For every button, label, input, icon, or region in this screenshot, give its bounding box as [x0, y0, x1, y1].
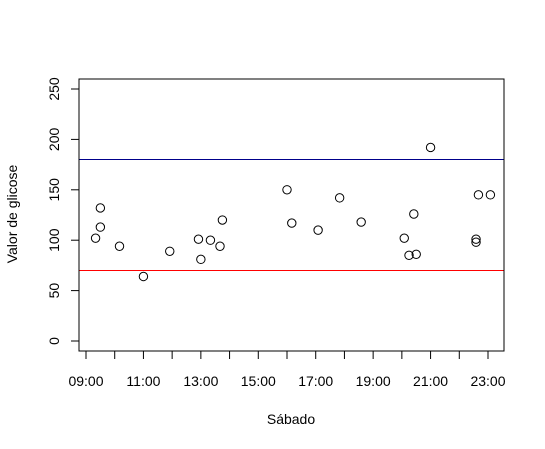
- data-points: [90, 142, 496, 282]
- data-point: [193, 234, 204, 244]
- x-axis: 09:00 11:00 13:00 15:00 17:00 19:00 21:00 23:00: [68, 350, 506, 389]
- x-tick-label: 19:00: [356, 373, 391, 389]
- reference-lines: [79, 159, 504, 271]
- data-point: [95, 203, 106, 213]
- data-point: [471, 234, 481, 244]
- data-point: [399, 233, 409, 243]
- y-tick-label: 50: [46, 283, 62, 299]
- data-point: [404, 250, 414, 261]
- x-tick-label: 11:00: [126, 373, 160, 389]
- data-point: [313, 225, 323, 235]
- x-tick-label: 09:00: [68, 373, 103, 389]
- data-point: [473, 190, 484, 200]
- data-point: [425, 142, 436, 153]
- data-point: [138, 271, 149, 282]
- x-tick-label: 21:00: [413, 373, 448, 389]
- data-point: [215, 241, 225, 251]
- data-point: [165, 246, 175, 256]
- data-point: [196, 254, 206, 265]
- data-point: [485, 190, 496, 200]
- y-tick-label: 0: [46, 337, 62, 345]
- y-axis-title: Valor de glicose: [4, 165, 20, 264]
- y-axis: 0 50 100 150 200 250: [46, 77, 80, 345]
- data-point: [90, 233, 101, 243]
- data-point: [287, 218, 297, 228]
- x-tick-label: 15:00: [241, 373, 276, 389]
- plot-area-frame: [78, 78, 505, 352]
- data-point: [471, 237, 481, 247]
- data-point: [217, 215, 228, 225]
- x-axis-title: Sábado: [267, 411, 315, 427]
- y-tick-label: 100: [46, 228, 62, 252]
- x-tick-label: 17:00: [298, 373, 333, 389]
- y-tick-label: 150: [46, 178, 62, 202]
- data-point: [411, 249, 421, 260]
- x-tick-label: 13:00: [183, 373, 218, 389]
- data-point: [334, 193, 345, 203]
- data-point: [282, 185, 292, 195]
- data-point: [356, 217, 366, 227]
- data-point: [95, 222, 106, 232]
- y-tick-label: 250: [46, 77, 62, 101]
- data-point: [409, 209, 419, 219]
- data-point: [205, 235, 216, 245]
- x-tick-label: 23:00: [470, 373, 505, 389]
- data-point: [114, 241, 125, 251]
- y-tick-label: 200: [46, 128, 62, 152]
